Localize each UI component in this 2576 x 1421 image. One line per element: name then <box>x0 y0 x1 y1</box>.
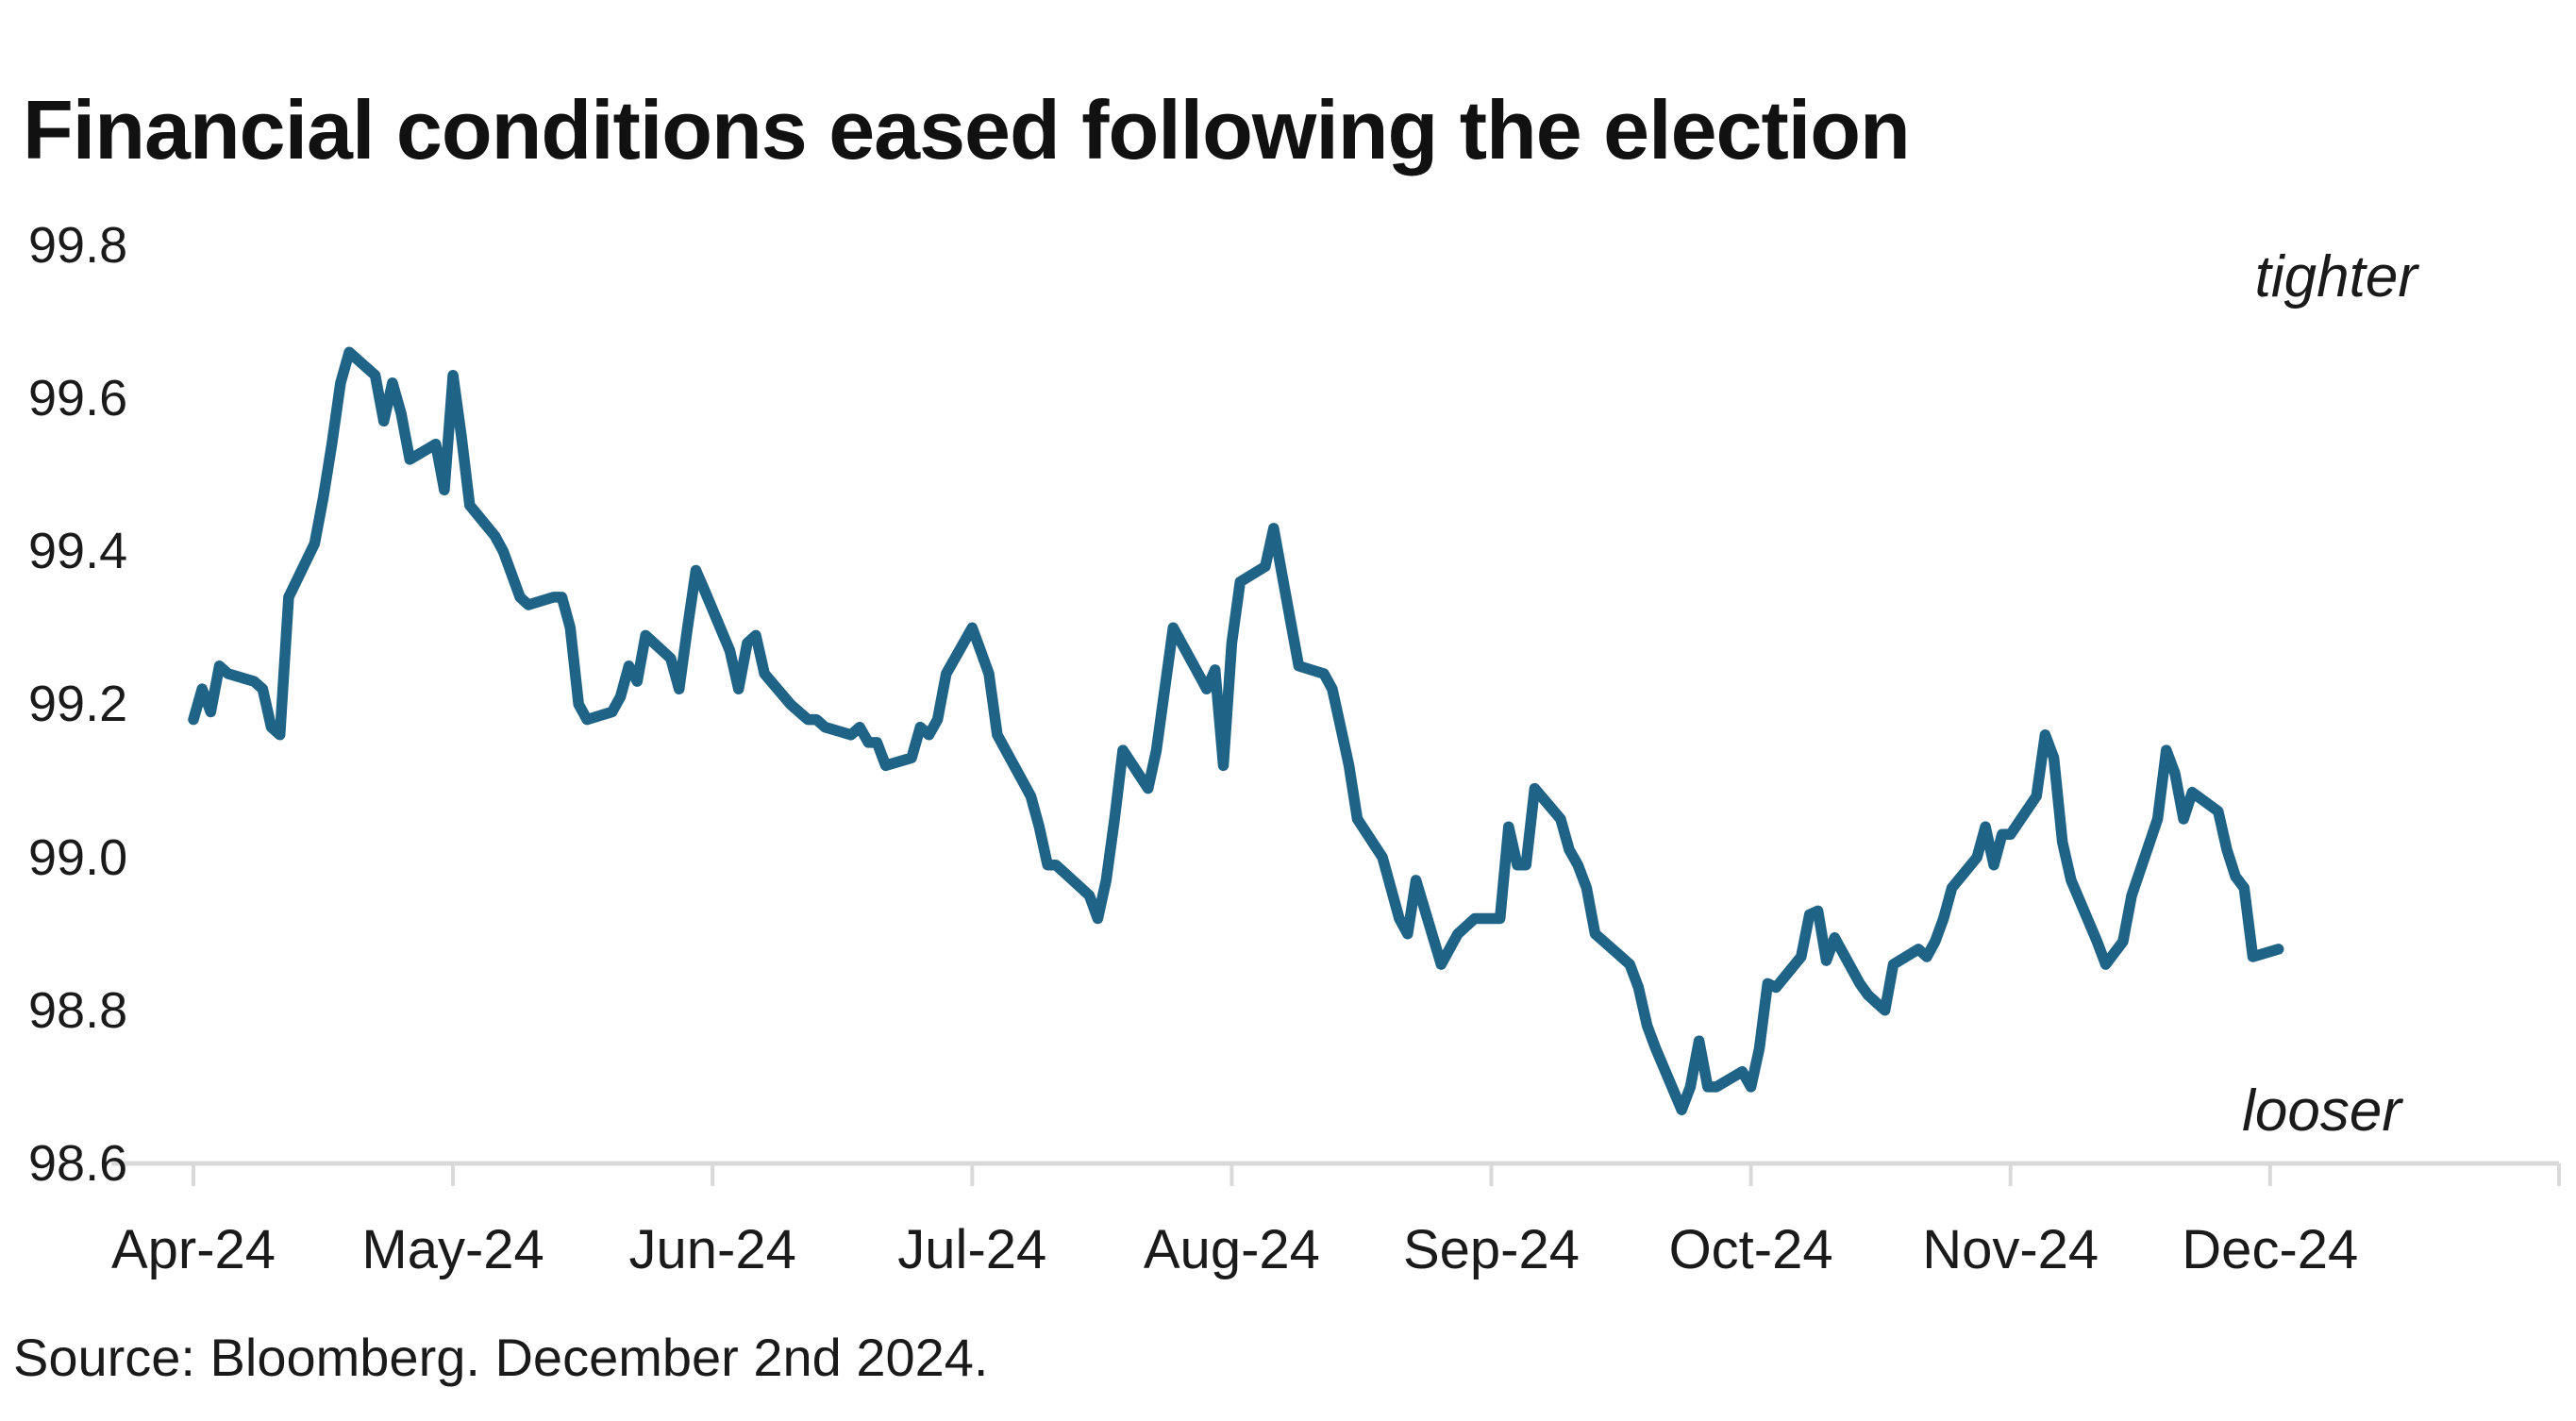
annotation-tighter: tighter <box>2254 244 2417 309</box>
y-tick-label: 99.8 <box>28 216 128 274</box>
annotation-looser: looser <box>2242 1078 2401 1144</box>
x-tick-label: Nov-24 <box>1922 1219 2099 1280</box>
x-tick-label: Dec-24 <box>2182 1219 2359 1280</box>
x-tick-label: Sep-24 <box>1402 1219 1581 1280</box>
x-tick-label: Jun-24 <box>628 1219 796 1280</box>
source-note: Source: Bloomberg. December 2nd 2024. <box>13 1328 989 1387</box>
financial-conditions-line <box>188 346 2284 1115</box>
chart-title: Financial conditions eased following the… <box>23 82 1911 176</box>
y-tick-label: 99.6 <box>28 370 128 426</box>
x-tick-label: Jul-24 <box>897 1219 1047 1280</box>
y-tick-label: 99.0 <box>28 828 128 886</box>
x-tick-label: Apr-24 <box>110 1219 276 1280</box>
y-tick-label: 99.4 <box>28 523 128 580</box>
x-tick-label: Oct-24 <box>1668 1219 1833 1280</box>
x-tick-label: May-24 <box>361 1219 544 1280</box>
y-tick-label: 98.8 <box>28 981 128 1039</box>
y-tick-label: 99.2 <box>28 676 128 733</box>
y-tick-label: 98.6 <box>28 1135 128 1192</box>
x-tick-label: Aug-24 <box>1143 1219 1320 1280</box>
